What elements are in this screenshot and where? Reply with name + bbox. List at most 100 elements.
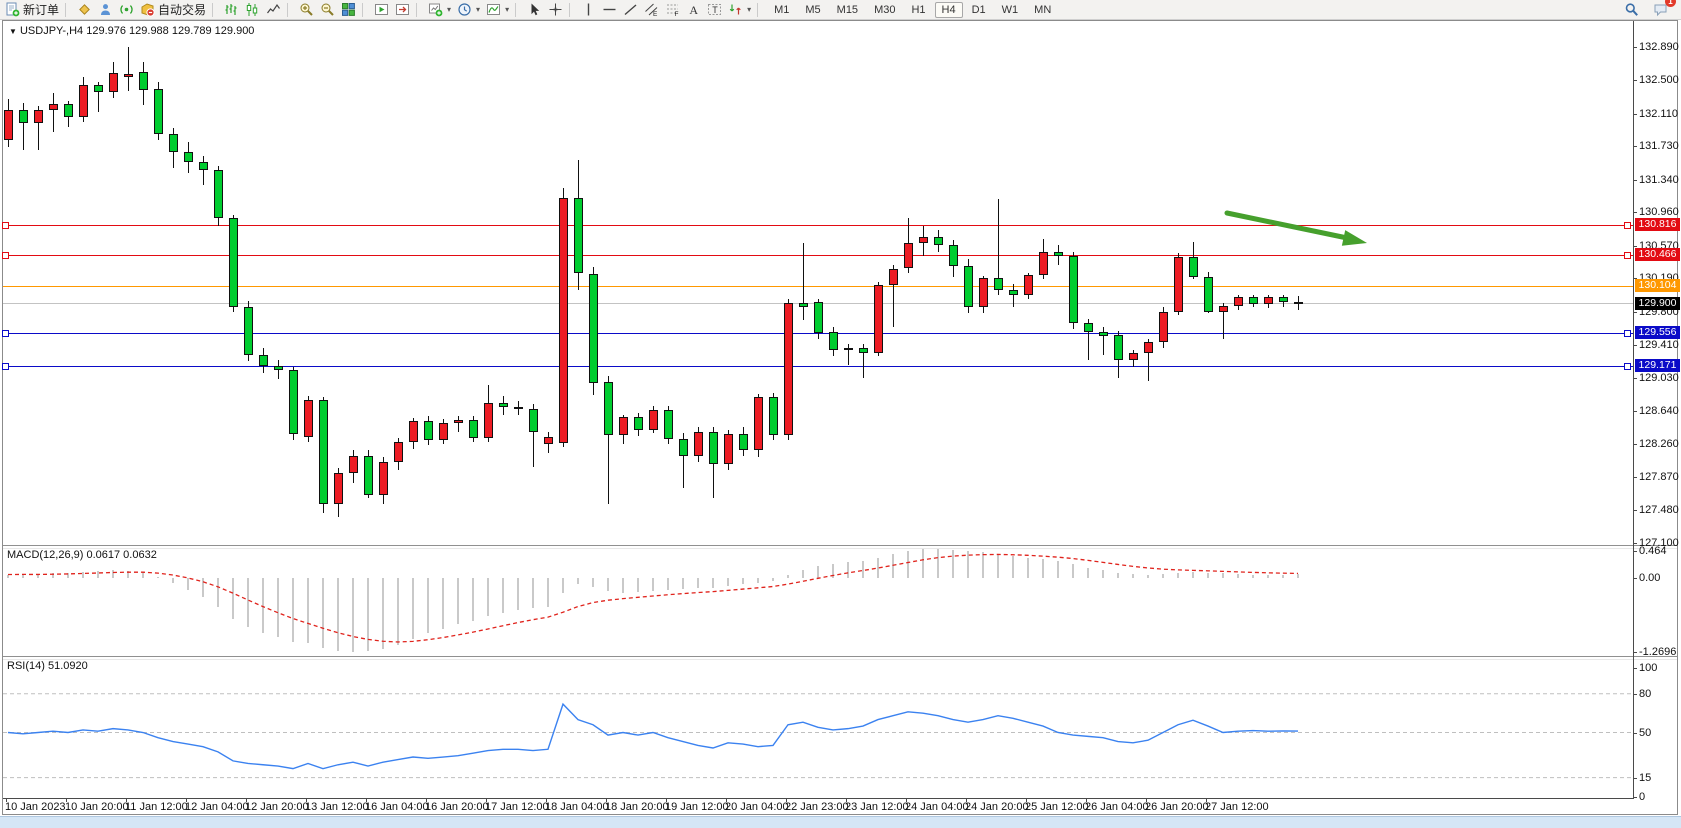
macd-tick-label: -1.2696: [1639, 645, 1677, 658]
horizontal-line-tool[interactable]: [599, 1, 620, 18]
candle-bull: [409, 421, 418, 442]
fibonacci-tool[interactable]: F: [662, 1, 683, 18]
timeframe-m1[interactable]: M1: [774, 3, 790, 16]
level-line-handle[interactable]: [1624, 329, 1631, 337]
toolbar-separator: [65, 2, 71, 17]
price-tick-label: 132.890: [1639, 41, 1679, 54]
crosshair-icon: [549, 3, 562, 16]
candlestick-chart-button[interactable]: [242, 1, 263, 18]
timeframe-h4[interactable]: H4: [934, 1, 963, 18]
candle-bear: [169, 133, 178, 152]
pane-splitter-macd[interactable]: [3, 545, 1677, 549]
crosshair-tool-button[interactable]: [545, 1, 566, 18]
indicators-button[interactable]: ▾: [483, 1, 512, 18]
candle-bear: [1249, 297, 1258, 304]
price-tick-label: 128.260: [1639, 437, 1679, 450]
macd-histogram-bar: [277, 578, 279, 638]
tiles-icon: [342, 3, 355, 16]
horizontal-level-line[interactable]: [3, 365, 1633, 367]
candle-bull: [1144, 341, 1153, 353]
symbol-dropdown-icon[interactable]: ▼: [9, 27, 17, 36]
toolbar-separator: [515, 2, 521, 17]
time-tick-mark: [186, 798, 187, 802]
horizontal-level-line[interactable]: [3, 254, 1633, 256]
level-line-handle[interactable]: [1624, 251, 1631, 259]
candle-bear: [964, 266, 973, 308]
vertical-line-tool[interactable]: [578, 1, 599, 18]
candle-bear: [274, 365, 283, 370]
chart-canvas[interactable]: [3, 21, 1633, 798]
chart-shift-button[interactable]: [392, 1, 413, 18]
candle-bear: [1279, 297, 1288, 303]
auto-trading-button[interactable]: 自动交易: [137, 0, 209, 19]
level-line-handle[interactable]: [2, 329, 9, 337]
zoom-out-button[interactable]: [317, 1, 338, 18]
macd-histogram-bar: [202, 578, 204, 598]
news-button[interactable]: [116, 1, 137, 18]
level-line-handle[interactable]: [1624, 221, 1631, 229]
new-order-button[interactable]: 新订单: [2, 0, 62, 19]
macd-histogram-bar: [172, 578, 174, 583]
level-line-handle[interactable]: [2, 221, 9, 229]
economic-calendar-button[interactable]: [95, 1, 116, 18]
candle-bull: [379, 461, 388, 496]
quote-text: USDJPY-,H4 129.976 129.988 129.789 129.9…: [19, 25, 255, 37]
pane-splitter-rsi[interactable]: [3, 656, 1677, 660]
level-price-label: 130.104: [1635, 279, 1680, 293]
bid-price-label: 129.900: [1635, 296, 1680, 310]
candle-bull: [34, 109, 43, 124]
rsi-tick-mark: [1633, 797, 1637, 798]
timeframe-h1[interactable]: H1: [911, 3, 926, 16]
auto-scroll-button[interactable]: [371, 1, 392, 18]
shapes-tool[interactable]: ▾: [725, 1, 754, 18]
rsi-tick-mark: [1633, 693, 1637, 695]
cursor-icon: [531, 3, 540, 16]
level-line-handle[interactable]: [2, 251, 9, 259]
clock-icon: [458, 3, 471, 16]
macd-histogram-bar: [652, 578, 654, 591]
timeframe-m15[interactable]: M15: [836, 3, 859, 16]
timeframe-d1[interactable]: D1: [971, 3, 986, 16]
macd-label: MACD(12,26,9) 0.0617 0.0632: [7, 549, 157, 561]
horizontal-level-line[interactable]: [3, 224, 1633, 226]
candle-bear: [229, 218, 238, 308]
macd-histogram-bar: [1177, 572, 1179, 578]
level-line-handle[interactable]: [2, 362, 9, 370]
search-button[interactable]: [1621, 1, 1642, 18]
candle-bear: [514, 406, 523, 410]
time-tick-mark: [486, 798, 487, 802]
horizontal-level-line[interactable]: [3, 285, 1633, 287]
period-button[interactable]: ▾: [454, 1, 483, 18]
trendline-tool[interactable]: [620, 1, 641, 18]
line-chart-button[interactable]: [263, 1, 284, 18]
cursor-tool-button[interactable]: [524, 1, 545, 18]
notifications-button[interactable]: 1: [1650, 0, 1676, 18]
zoom-in-button[interactable]: [296, 1, 317, 18]
bars-icon: [225, 4, 237, 15]
candle-bear: [709, 431, 718, 465]
market-watch-button[interactable]: [74, 1, 95, 18]
timeframe-w1[interactable]: W1: [1001, 3, 1019, 16]
timeframe-mn[interactable]: MN: [1034, 3, 1052, 16]
shapes-icon: [729, 4, 741, 15]
price-tick-label: 131.730: [1639, 140, 1679, 153]
new-chart-button[interactable]: ▾: [425, 1, 454, 18]
symbol-quote-line[interactable]: ▼ USDJPY-,H4 129.976 129.988 129.789 129…: [9, 25, 254, 37]
text-label-tool[interactable]: T: [704, 1, 725, 18]
macd-histogram-bar: [67, 572, 69, 578]
timeframe-m5[interactable]: M5: [805, 3, 821, 16]
time-tick-mark: [306, 798, 307, 802]
timeframe-m30[interactable]: M30: [874, 3, 896, 16]
candle-bull: [1024, 274, 1033, 295]
candle-bear: [1189, 256, 1198, 277]
candle-bear: [574, 197, 583, 274]
level-line-handle[interactable]: [1624, 362, 1631, 370]
macd-tick-label: 0.00: [1639, 572, 1661, 584]
channel-tool[interactable]: E: [641, 1, 662, 18]
text-tool[interactable]: A: [683, 1, 704, 18]
tile-windows-button[interactable]: [338, 1, 359, 18]
macd-histogram-bar: [1057, 561, 1059, 578]
time-axis-label: 24 Jan 20:00: [965, 801, 1029, 813]
macd-histogram-bar: [742, 578, 744, 584]
bar-chart-button[interactable]: [221, 1, 242, 18]
